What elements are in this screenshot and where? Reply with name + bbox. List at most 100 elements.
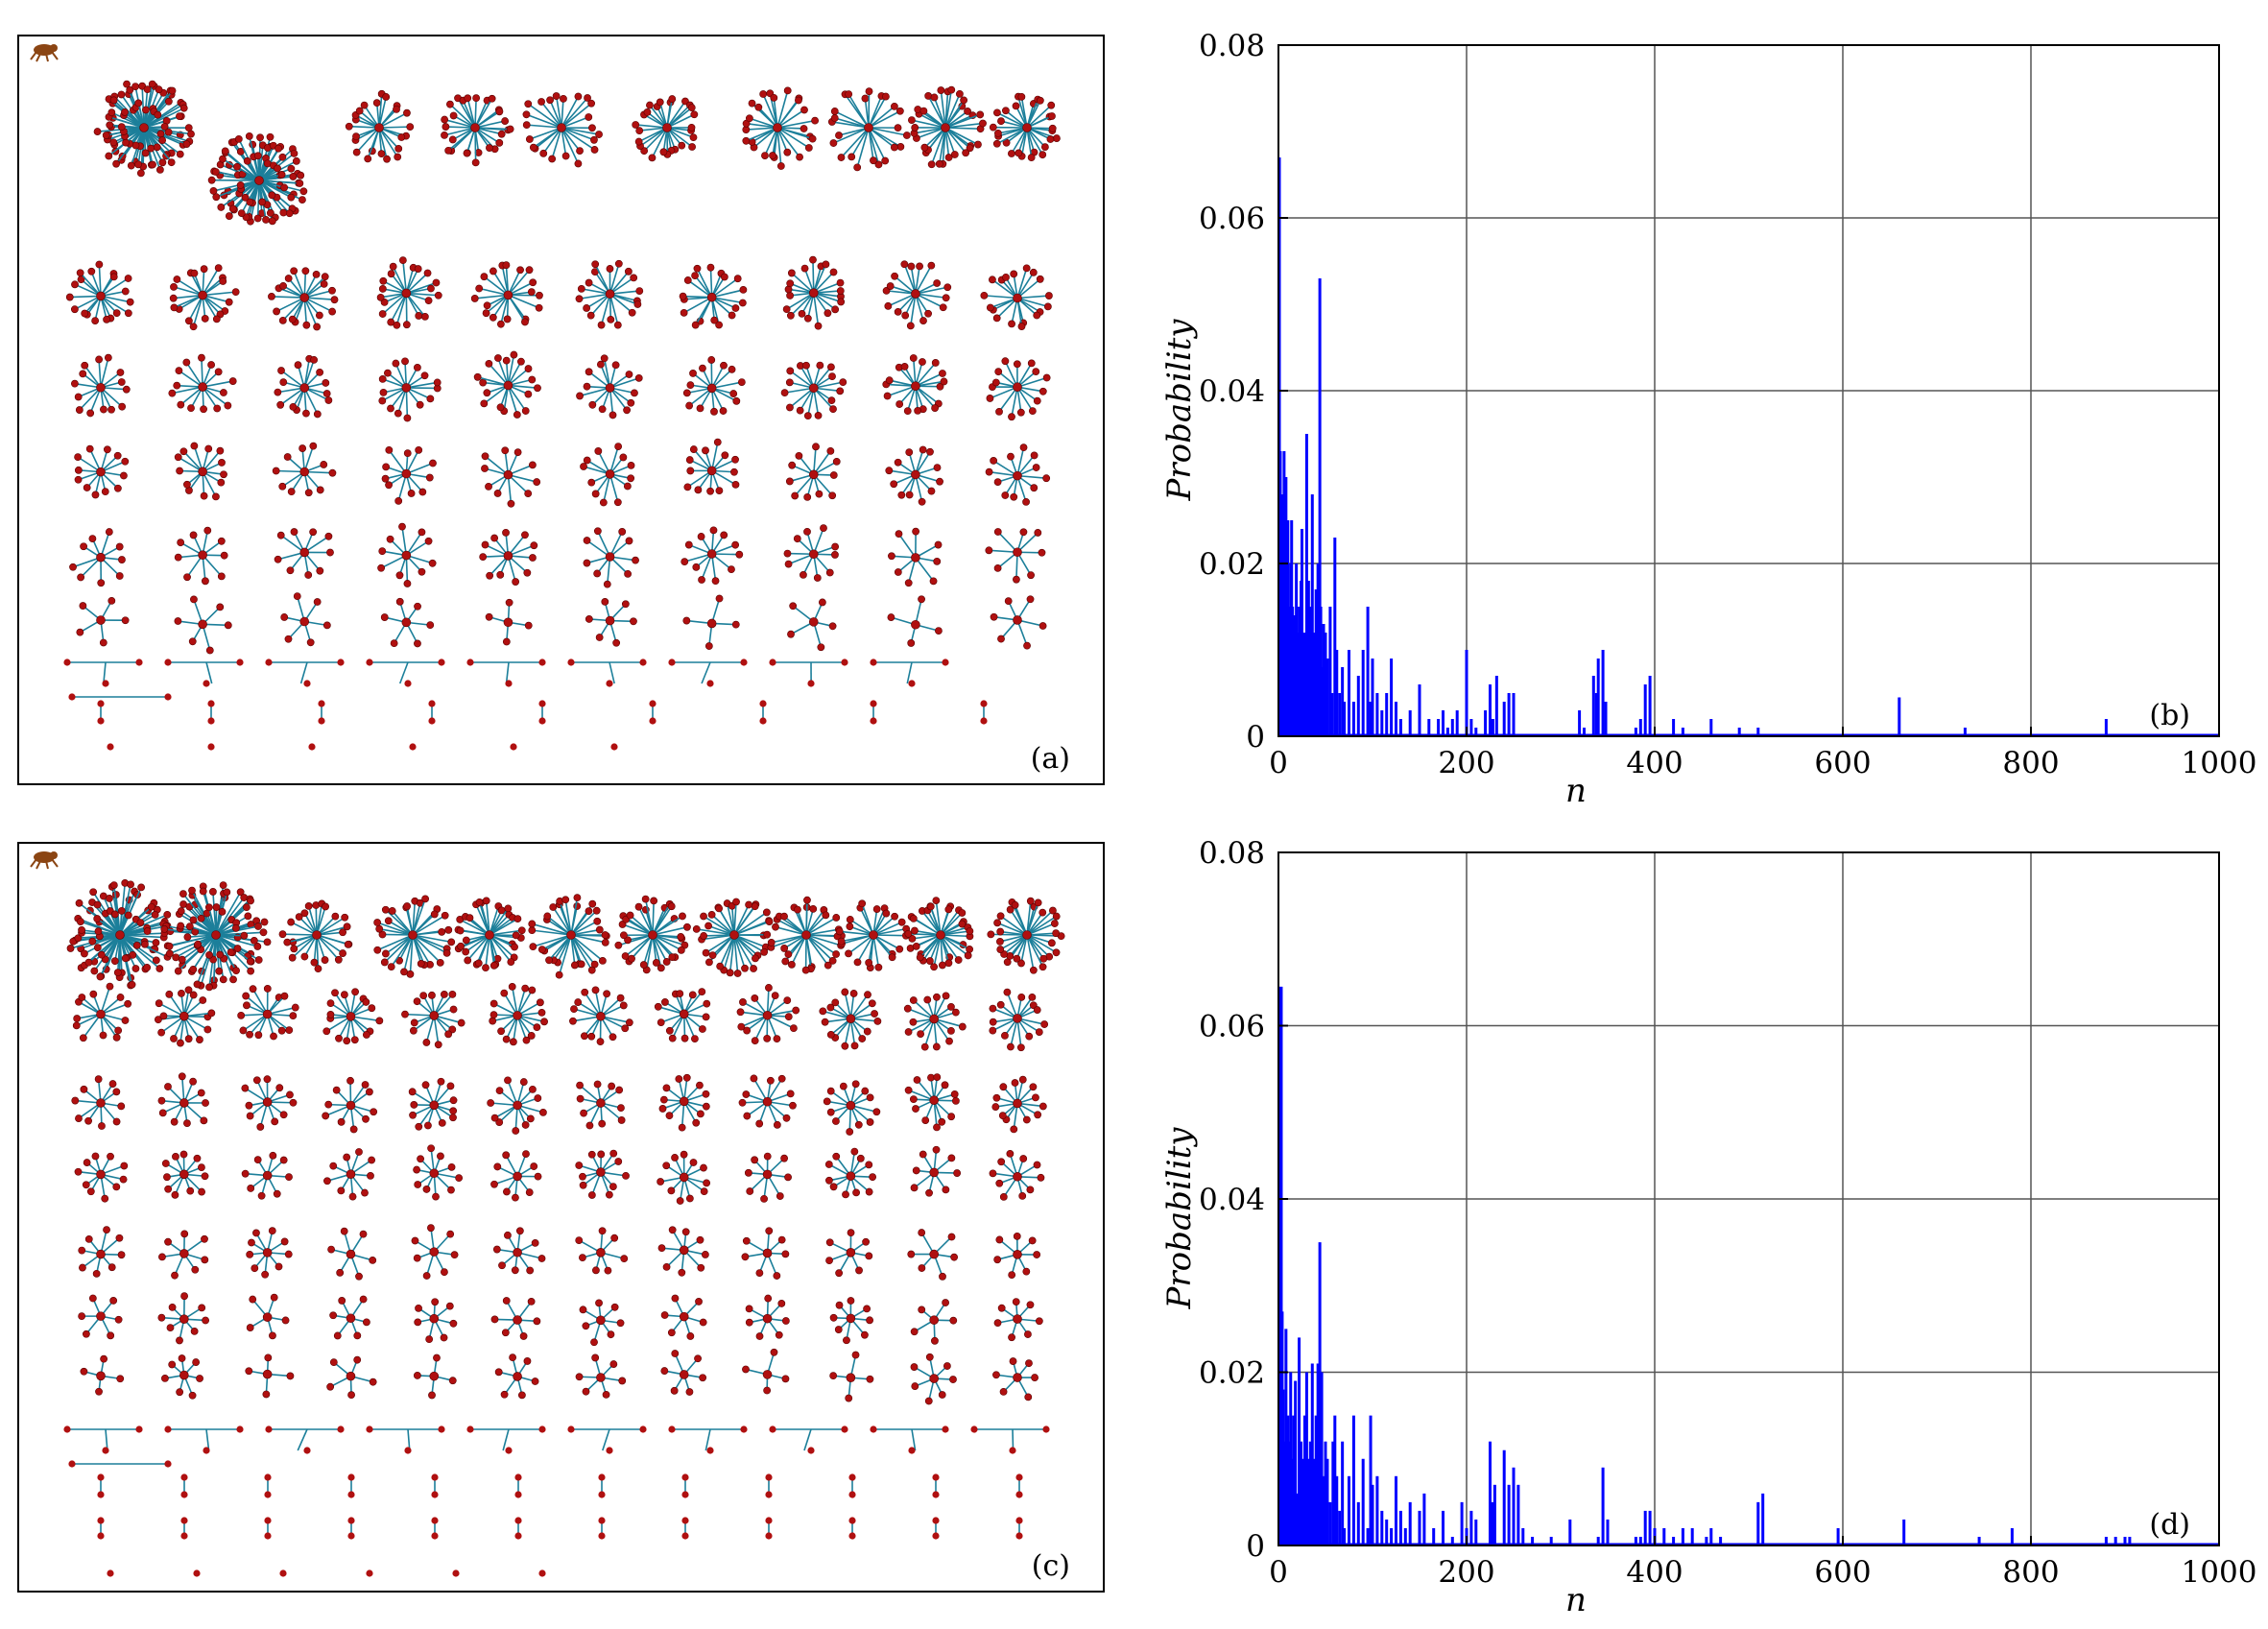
bar xyxy=(1324,1441,1327,1545)
chart-d: 0 200 400 600 800 1000 0 0.02 0.04 0.06 0.08 n Proba… xyxy=(1160,836,2256,1619)
bar xyxy=(1902,1519,1906,1545)
bar xyxy=(1361,650,1365,736)
bar xyxy=(1709,719,1713,736)
bar xyxy=(1648,1510,1652,1545)
bar xyxy=(1662,1527,1666,1545)
bar xyxy=(1432,1527,1436,1545)
bar xyxy=(1308,607,1312,736)
y-tick-label: 0 xyxy=(1246,1529,1265,1564)
bar xyxy=(1294,1380,1298,1545)
bar xyxy=(1549,1536,1553,1545)
bar xyxy=(1474,1519,1478,1545)
bar xyxy=(1369,1415,1373,1545)
bar xyxy=(1328,607,1332,736)
panel-label: (b) xyxy=(2149,699,2190,732)
bar xyxy=(1898,697,1901,736)
bar xyxy=(1489,1441,1492,1545)
bar xyxy=(1333,538,1337,736)
bar xyxy=(1455,710,1459,736)
bar xyxy=(1638,719,1642,736)
bar xyxy=(1489,684,1492,736)
network-graph-a xyxy=(63,80,1061,751)
bar xyxy=(1351,1415,1355,1545)
bar xyxy=(1312,1458,1316,1545)
bar xyxy=(1356,676,1360,736)
y-axis-title: Probability xyxy=(1160,1127,1199,1310)
y-tick-label: 0.06 xyxy=(1199,202,1265,236)
bar xyxy=(1316,563,1320,736)
bar xyxy=(1341,667,1345,736)
x-tick-label: 800 xyxy=(2002,746,2059,780)
bar xyxy=(1328,1501,1332,1545)
y-tick-label: 0.04 xyxy=(1199,374,1265,409)
bar xyxy=(1398,719,1402,736)
bar xyxy=(1578,710,1582,736)
bar xyxy=(1484,710,1488,736)
bar xyxy=(2128,1536,2132,1545)
bar xyxy=(1492,1484,1496,1545)
bar xyxy=(1380,1510,1384,1545)
y-tick-label: 0.02 xyxy=(1199,1356,1265,1391)
bar xyxy=(1318,1242,1322,1545)
network-panel-c: (c) xyxy=(17,842,1105,1593)
bar xyxy=(1385,1519,1389,1545)
bar xyxy=(1351,702,1355,736)
bar xyxy=(1437,719,1441,736)
bar xyxy=(1304,434,1308,736)
bar xyxy=(1408,1501,1412,1545)
bar xyxy=(1502,1449,1506,1545)
bar xyxy=(1737,728,1741,736)
bar xyxy=(1335,650,1339,736)
bar xyxy=(2113,1536,2117,1545)
bar xyxy=(1638,1536,1642,1545)
bar xyxy=(1465,650,1468,736)
bar xyxy=(1450,1536,1454,1545)
bar xyxy=(1491,1501,1494,1545)
bar xyxy=(1408,710,1412,736)
bar xyxy=(1304,1372,1308,1545)
bar xyxy=(1282,451,1286,736)
bar xyxy=(1371,659,1374,736)
bar xyxy=(1298,1337,1301,1545)
bar xyxy=(1310,494,1314,736)
bar xyxy=(1836,1527,1840,1545)
bar xyxy=(1301,1458,1304,1545)
bar xyxy=(1302,633,1306,736)
bar xyxy=(1320,667,1324,736)
bar xyxy=(1302,1415,1306,1545)
x-tick-label: 200 xyxy=(1438,746,1494,780)
bar xyxy=(1491,719,1494,736)
bar xyxy=(2010,1527,2014,1545)
bar xyxy=(1719,1536,1723,1545)
bar xyxy=(1325,659,1329,736)
x-tick-label: 1000 xyxy=(2182,746,2257,780)
bar xyxy=(1634,728,1637,736)
bar xyxy=(1512,1467,1516,1545)
bar xyxy=(1322,624,1325,736)
bar xyxy=(1469,1510,1473,1545)
bar xyxy=(1318,278,1322,736)
y-tick-label: 0.08 xyxy=(1199,836,1265,871)
bar xyxy=(1296,1493,1300,1545)
panel-label-c: (c) xyxy=(1031,1549,1070,1583)
bar xyxy=(1314,589,1318,736)
bar xyxy=(1531,1536,1535,1545)
bar xyxy=(1325,1458,1329,1545)
bar xyxy=(1348,650,1350,736)
bar xyxy=(1316,1363,1320,1545)
bar xyxy=(1286,1415,1290,1545)
bar xyxy=(1343,702,1347,736)
bar xyxy=(1298,607,1301,736)
bar xyxy=(1306,1458,1310,1545)
bar xyxy=(1338,693,1342,736)
x-tick-label: 400 xyxy=(1626,746,1683,780)
bar xyxy=(1601,1467,1605,1545)
bar xyxy=(1977,1536,1981,1545)
x-tick-label: 800 xyxy=(2002,1555,2059,1590)
bar xyxy=(1442,710,1444,736)
bar xyxy=(1690,1527,1694,1545)
bar xyxy=(1371,1484,1374,1545)
bar xyxy=(1418,684,1421,736)
bar xyxy=(1594,693,1598,736)
